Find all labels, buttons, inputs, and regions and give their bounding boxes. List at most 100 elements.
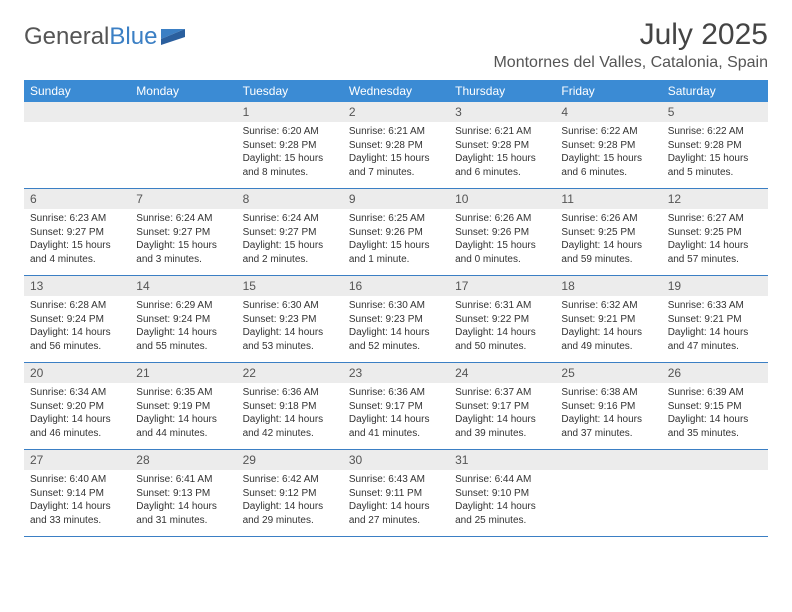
day-line: Daylight: 14 hours and 33 minutes. [30,500,124,527]
day-line: Sunrise: 6:40 AM [30,473,124,487]
page-title: July 2025 [493,18,768,52]
day-body: Sunrise: 6:22 AMSunset: 9:28 PMDaylight:… [555,122,661,185]
day-cell: 14Sunrise: 6:29 AMSunset: 9:24 PMDayligh… [130,276,236,362]
day-body: Sunrise: 6:30 AMSunset: 9:23 PMDaylight:… [237,296,343,359]
day-line: Daylight: 14 hours and 37 minutes. [561,413,655,440]
day-cell: 8Sunrise: 6:24 AMSunset: 9:27 PMDaylight… [237,189,343,275]
day-line: Sunrise: 6:30 AM [349,299,443,313]
day-number [130,102,236,122]
day-number: 29 [237,450,343,470]
day-number: 24 [449,363,555,383]
day-line: Sunrise: 6:36 AM [243,386,337,400]
day-line: Sunrise: 6:29 AM [136,299,230,313]
day-number: 7 [130,189,236,209]
day-line: Daylight: 14 hours and 50 minutes. [455,326,549,353]
day-body: Sunrise: 6:44 AMSunset: 9:10 PMDaylight:… [449,470,555,533]
day-line: Sunset: 9:10 PM [455,487,549,501]
day-body: Sunrise: 6:24 AMSunset: 9:27 PMDaylight:… [130,209,236,272]
day-cell: 6Sunrise: 6:23 AMSunset: 9:27 PMDaylight… [24,189,130,275]
day-line: Daylight: 14 hours and 42 minutes. [243,413,337,440]
logo-text-b: Blue [109,23,157,51]
day-header: Tuesday [237,80,343,102]
day-line: Sunset: 9:17 PM [349,400,443,414]
day-number: 11 [555,189,661,209]
day-number: 25 [555,363,661,383]
day-cell: 11Sunrise: 6:26 AMSunset: 9:25 PMDayligh… [555,189,661,275]
day-line: Daylight: 15 hours and 0 minutes. [455,239,549,266]
day-number: 20 [24,363,130,383]
day-number: 22 [237,363,343,383]
day-body: Sunrise: 6:38 AMSunset: 9:16 PMDaylight:… [555,383,661,446]
day-body [24,122,130,131]
week-row: 6Sunrise: 6:23 AMSunset: 9:27 PMDaylight… [24,189,768,276]
day-cell: 16Sunrise: 6:30 AMSunset: 9:23 PMDayligh… [343,276,449,362]
day-header: Saturday [662,80,768,102]
day-line: Sunset: 9:24 PM [136,313,230,327]
day-body: Sunrise: 6:21 AMSunset: 9:28 PMDaylight:… [449,122,555,185]
day-line: Sunrise: 6:38 AM [561,386,655,400]
day-line: Sunrise: 6:25 AM [349,212,443,226]
day-body: Sunrise: 6:21 AMSunset: 9:28 PMDaylight:… [343,122,449,185]
day-cell: 28Sunrise: 6:41 AMSunset: 9:13 PMDayligh… [130,450,236,536]
day-line: Sunset: 9:22 PM [455,313,549,327]
day-cell: 13Sunrise: 6:28 AMSunset: 9:24 PMDayligh… [24,276,130,362]
day-body: Sunrise: 6:37 AMSunset: 9:17 PMDaylight:… [449,383,555,446]
week-row: 20Sunrise: 6:34 AMSunset: 9:20 PMDayligh… [24,363,768,450]
day-cell: 27 Sunrise: 6:40 AMSunset: 9:14 PMDayligh… [24,450,130,536]
day-line: Sunrise: 6:24 AM [243,212,337,226]
day-cell: 4Sunrise: 6:22 AMSunset: 9:28 PMDaylight… [555,102,661,188]
day-line: Daylight: 14 hours and 31 minutes. [136,500,230,527]
day-cell: 9Sunrise: 6:25 AMSunset: 9:26 PMDaylight… [343,189,449,275]
day-line: Sunset: 9:25 PM [668,226,762,240]
day-line: Daylight: 15 hours and 2 minutes. [243,239,337,266]
page-subtitle: Montornes del Valles, Catalonia, Spain [493,54,768,72]
day-number: 27 [24,450,130,470]
day-cell: 15Sunrise: 6:30 AMSunset: 9:23 PMDayligh… [237,276,343,362]
day-line: Sunrise: 6:43 AM [349,473,443,487]
day-line: Sunset: 9:26 PM [349,226,443,240]
day-line: Sunset: 9:25 PM [561,226,655,240]
day-line: Sunset: 9:14 PM [30,487,124,501]
day-line: Sunrise: 6:37 AM [455,386,549,400]
day-cell: 10Sunrise: 6:26 AMSunset: 9:26 PMDayligh… [449,189,555,275]
day-line: Sunrise: 6:39 AM [668,386,762,400]
day-line: Sunrise: 6:22 AM [561,125,655,139]
day-line: Daylight: 15 hours and 4 minutes. [30,239,124,266]
day-line: Daylight: 14 hours and 55 minutes. [136,326,230,353]
day-line: Sunrise: 6:31 AM [455,299,549,313]
day-number: 13 [24,276,130,296]
day-cell: 31Sunrise: 6:44 AMSunset: 9:10 PMDayligh… [449,450,555,536]
day-line: Sunset: 9:16 PM [561,400,655,414]
day-number: 31 [449,450,555,470]
logo-text-a: General [24,23,109,51]
day-number: 3 [449,102,555,122]
day-line: Daylight: 14 hours and 27 minutes. [349,500,443,527]
day-header: Sunday [24,80,130,102]
day-line: Sunrise: 6:35 AM [136,386,230,400]
logo: GeneralBlue [24,22,185,52]
day-line: Daylight: 14 hours and 41 minutes. [349,413,443,440]
day-line: Daylight: 14 hours and 44 minutes. [136,413,230,440]
day-line: Sunrise: 6:22 AM [668,125,762,139]
day-number: 9 [343,189,449,209]
day-line: Sunset: 9:26 PM [455,226,549,240]
day-number: 21 [130,363,236,383]
day-cell: 26Sunrise: 6:39 AMSunset: 9:15 PMDayligh… [662,363,768,449]
day-body: Sunrise: 6:42 AMSunset: 9:12 PMDaylight:… [237,470,343,533]
day-body: Sunrise: 6:33 AMSunset: 9:21 PMDaylight:… [662,296,768,359]
day-line: Sunrise: 6:32 AM [561,299,655,313]
day-line: Sunset: 9:27 PM [30,226,124,240]
day-line: Sunrise: 6:34 AM [30,386,124,400]
day-cell: 18Sunrise: 6:32 AMSunset: 9:21 PMDayligh… [555,276,661,362]
day-line: Sunset: 9:17 PM [455,400,549,414]
day-header: Monday [130,80,236,102]
day-body: Sunrise: 6:26 AMSunset: 9:26 PMDaylight:… [449,209,555,272]
day-line: Daylight: 14 hours and 56 minutes. [30,326,124,353]
day-line: Sunset: 9:13 PM [136,487,230,501]
day-line: Daylight: 14 hours and 49 minutes. [561,326,655,353]
day-line: Daylight: 14 hours and 47 minutes. [668,326,762,353]
day-line: Sunrise: 6:26 AM [561,212,655,226]
week-row: 13Sunrise: 6:28 AMSunset: 9:24 PMDayligh… [24,276,768,363]
day-line: Sunrise: 6:24 AM [136,212,230,226]
day-cell: 25Sunrise: 6:38 AMSunset: 9:16 PMDayligh… [555,363,661,449]
